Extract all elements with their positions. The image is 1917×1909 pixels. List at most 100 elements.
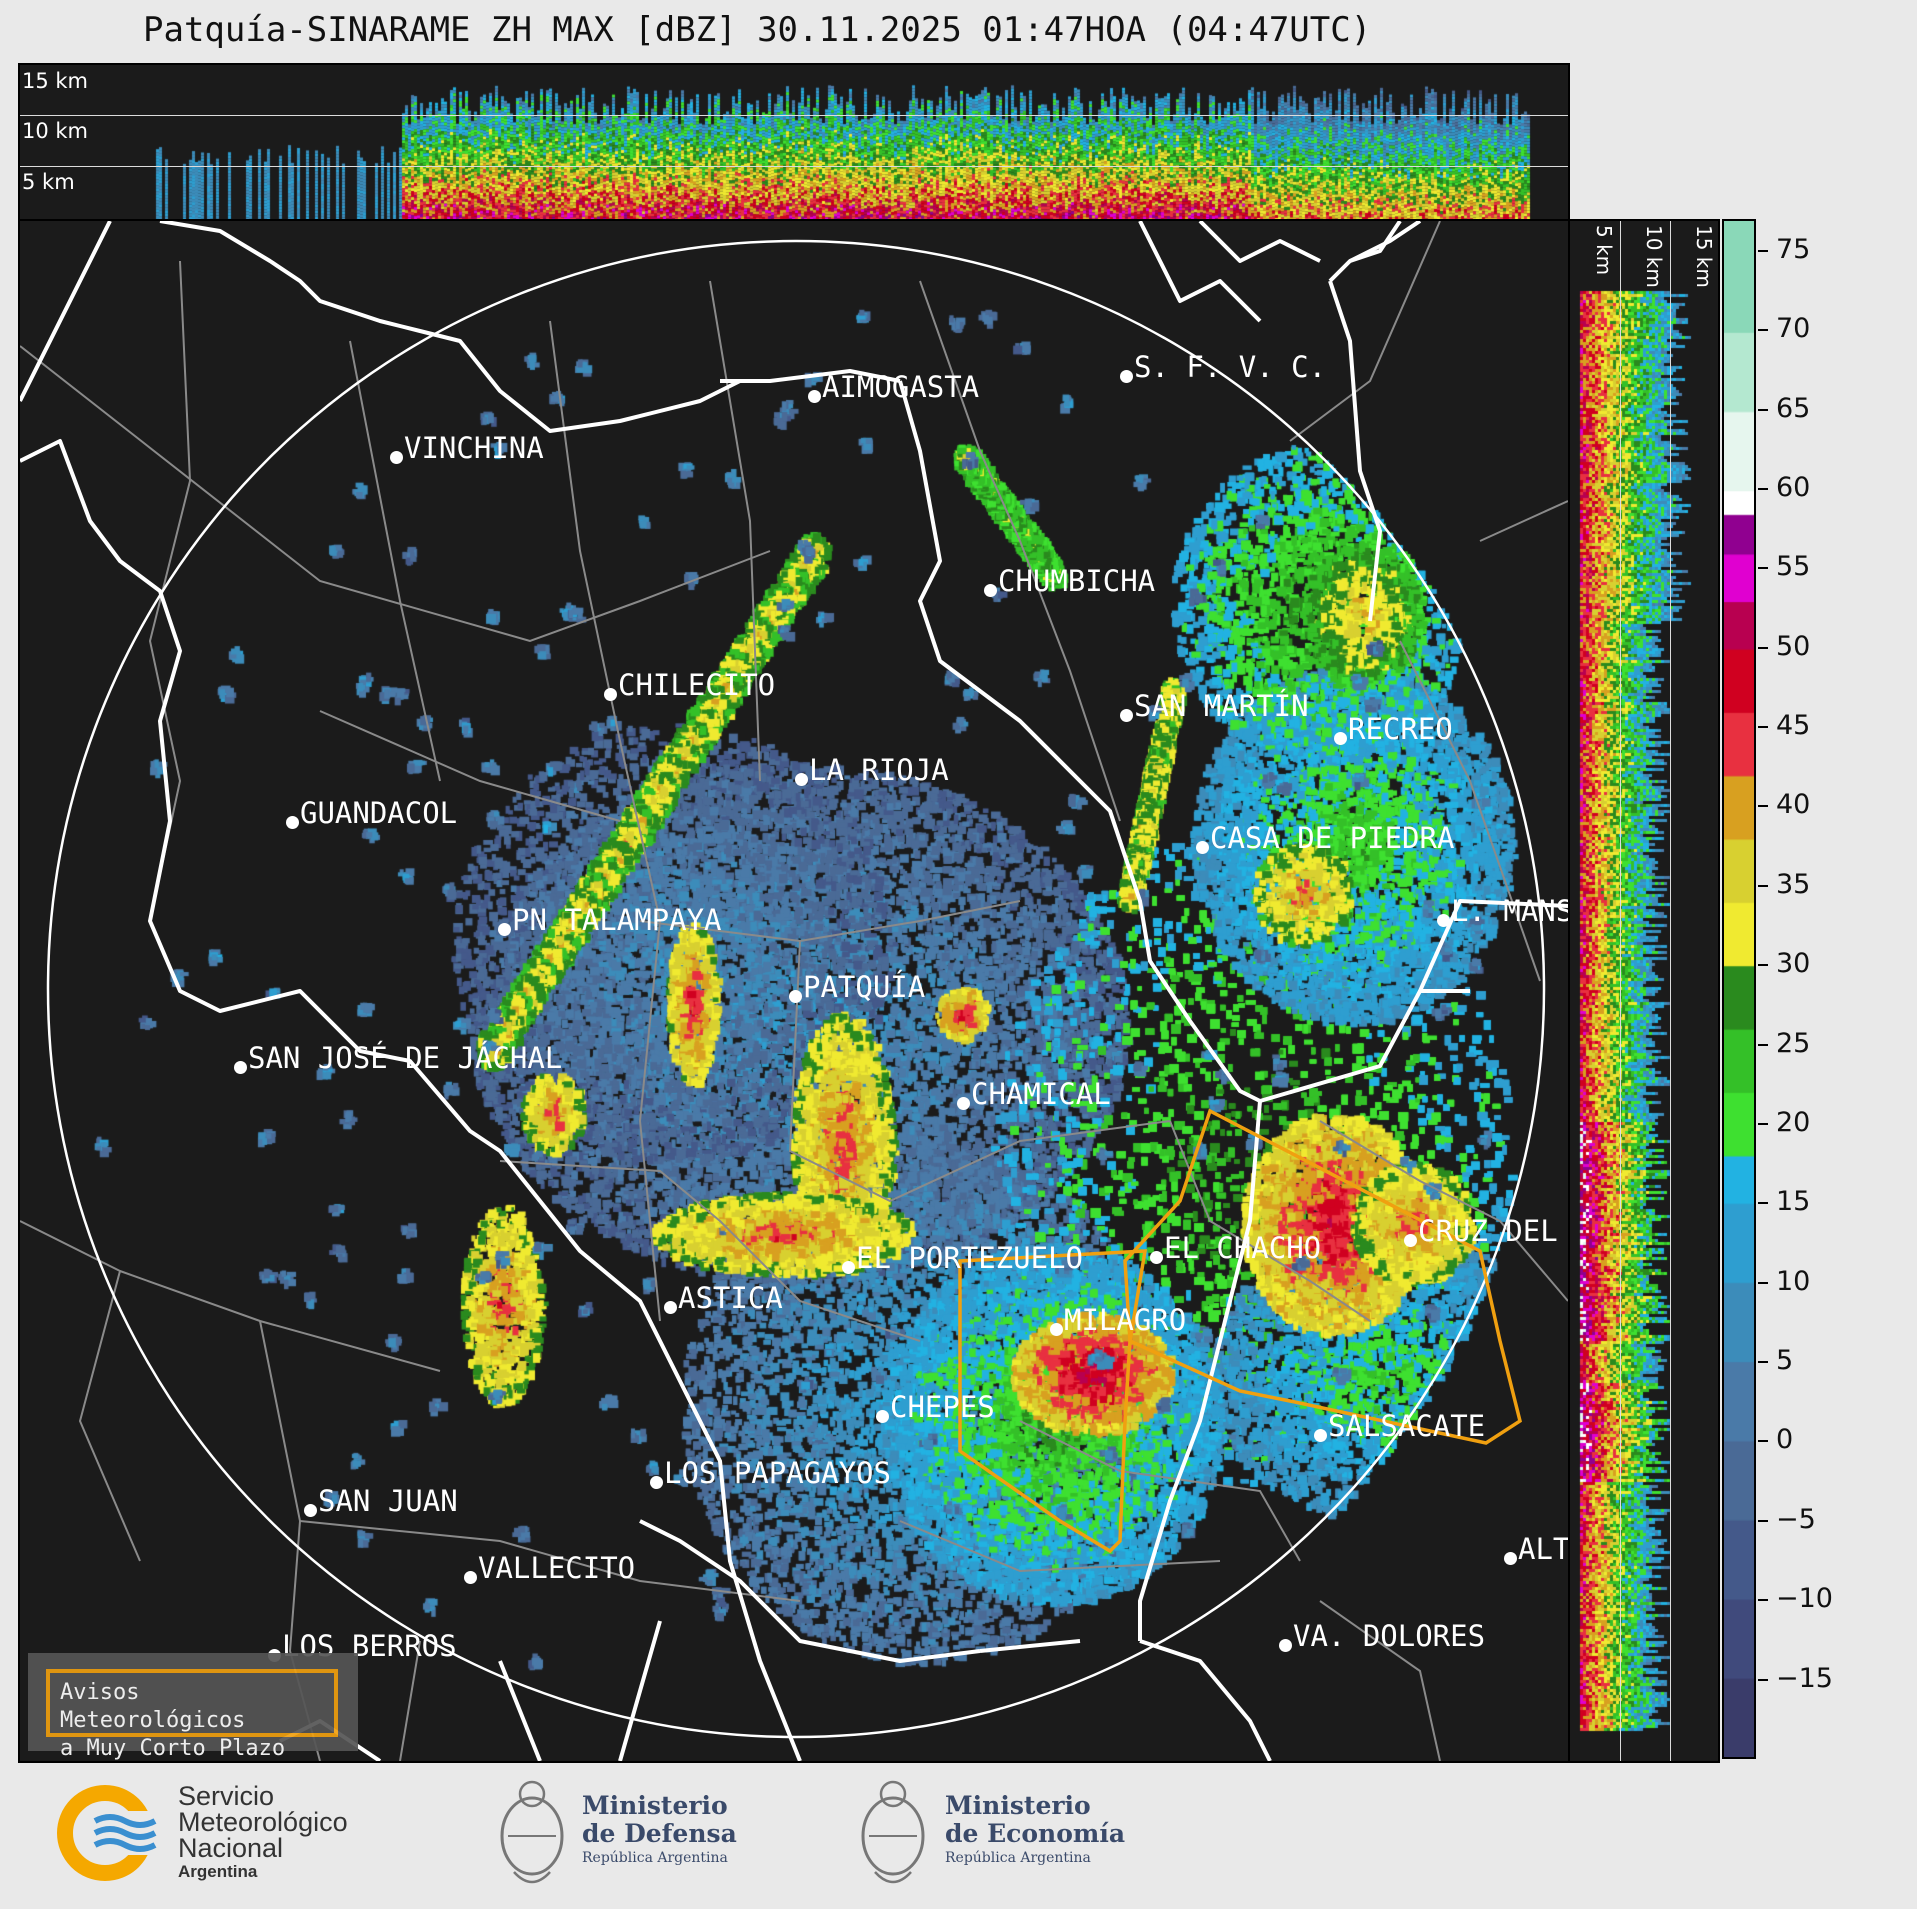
colorbar-tick-mark <box>1758 1202 1768 1205</box>
colorbar-tick-mark <box>1758 1043 1768 1046</box>
colorbar-tick-mark <box>1758 726 1768 729</box>
defensa-line-3: República Argentina <box>582 1850 728 1866</box>
colorbar-tick-label: 30 <box>1776 948 1811 980</box>
city-label: CHILECITO <box>618 668 776 702</box>
city-label: SAN JOSÉ DE JÁCHAL <box>248 1041 563 1075</box>
city-marker <box>1120 709 1133 722</box>
altitude-line-5km <box>20 166 1568 167</box>
colorbar-tick-mark <box>1758 249 1768 252</box>
colorbar-tick-label: −15 <box>1776 1662 1833 1694</box>
city-label: VA. DOLORES <box>1293 1619 1486 1653</box>
city-label: CHUMBICHA <box>998 564 1156 598</box>
city-label: S. F. V. C. <box>1134 350 1327 384</box>
city-label: RECREO <box>1348 712 1453 746</box>
smn-line-2: Meteorológico <box>178 1807 348 1837</box>
smn-line-3: Nacional <box>178 1833 284 1863</box>
legend-line-2: a Muy Corto Plazo <box>60 1736 286 1761</box>
smn-logo: Servicio Meteorológico Nacional Argentin… <box>55 1783 385 1883</box>
city-marker <box>604 688 617 701</box>
city-marker <box>1504 1552 1517 1565</box>
colorbar-tick-label: −5 <box>1776 1503 1816 1535</box>
colorbar-tick-mark <box>1758 1122 1768 1125</box>
altitude-label: 10 km <box>1642 225 1666 288</box>
map-overlay <box>20 221 1568 1761</box>
city-label: CHEPES <box>890 1390 995 1424</box>
colorbar-tick-mark <box>1758 408 1768 411</box>
city-marker <box>1120 370 1133 383</box>
ministerio-defensa-logo: Ministerio de Defensa República Argentin… <box>494 1772 754 1902</box>
national-coat-of-arms-icon <box>500 1780 564 1884</box>
colorbar-tick-label: 5 <box>1776 1345 1794 1377</box>
colorbar-tick-label: 45 <box>1776 710 1811 742</box>
colorbar-tick-label: 40 <box>1776 789 1811 821</box>
colorbar-tick-label: 50 <box>1776 630 1811 662</box>
altitude-label: 5 km <box>1592 225 1616 276</box>
economia-line-1: Ministerio <box>945 1791 1091 1820</box>
city-marker <box>1314 1429 1327 1442</box>
city-marker <box>1279 1639 1292 1652</box>
colorbar-tick-mark <box>1758 1519 1768 1522</box>
colorbar-tick-label: 35 <box>1776 868 1811 900</box>
colorbar-tick-mark <box>1758 1678 1768 1681</box>
legend-line-1: Avisos Meteorológicos <box>60 1680 246 1733</box>
colorbar-tick-label: 15 <box>1776 1186 1811 1218</box>
city-label: LOS PAPAGAYOS <box>664 1456 891 1490</box>
city-label: SALSACATE <box>1328 1409 1486 1443</box>
city-label: SAN JUAN <box>318 1484 458 1518</box>
altitude-line-5km <box>1620 221 1621 1761</box>
warning-polygons <box>958 1108 1523 1554</box>
province-borders <box>20 221 1568 1761</box>
colorbar-tick-mark <box>1758 1361 1768 1364</box>
radar-range-ring <box>46 239 1546 1739</box>
city-label: VINCHINA <box>404 431 544 465</box>
colorbar-tick-label: 55 <box>1776 551 1811 583</box>
colorbar-tick-label: 60 <box>1776 471 1811 503</box>
side-cross-section-echoes <box>1570 221 1718 1761</box>
colorbar-tick-label: 25 <box>1776 1027 1811 1059</box>
city-label: PATQUÍA <box>803 970 926 1004</box>
city-marker <box>1437 914 1450 927</box>
altitude-label: 10 km <box>22 119 89 143</box>
colorbar-tick-mark <box>1758 1599 1768 1602</box>
national-coat-of-arms-icon <box>861 1780 925 1884</box>
colorbar-tick-label: 20 <box>1776 1106 1811 1138</box>
top-cross-section: 15 km 10 km 5 km <box>18 63 1570 221</box>
economia-line-2: de Economía <box>945 1819 1126 1848</box>
defensa-line-1: Ministerio <box>582 1791 728 1820</box>
colorbar-tick-mark <box>1758 329 1768 332</box>
colorbar-tick-mark <box>1758 567 1768 570</box>
city-marker <box>789 990 802 1003</box>
city-marker <box>464 1571 477 1584</box>
altitude-label: 15 km <box>22 69 89 93</box>
altitude-line-10km <box>20 115 1568 116</box>
altitude-label: 15 km <box>1692 225 1716 288</box>
city-label: EL CHACHO <box>1164 1231 1322 1265</box>
smn-line-1: Servicio <box>178 1781 275 1811</box>
city-label: LA RIOJA <box>809 753 949 787</box>
dbz-colorbar <box>1722 219 1756 1759</box>
smn-emblem-icon <box>57 1785 165 1881</box>
colorbar-tick-mark <box>1758 1440 1768 1443</box>
colorbar-tick-mark <box>1758 805 1768 808</box>
city-marker <box>984 584 997 597</box>
radar-map[interactable]: AIMOGASTA S. F. V. C. VINCHINA CHUMBICHA CHI… <box>18 219 1570 1763</box>
city-label: VALLECITO <box>478 1551 636 1585</box>
city-marker <box>808 390 821 403</box>
city-label: CASA DE PIEDRA <box>1210 821 1455 855</box>
side-cross-section: 5 km 10 km 15 km <box>1568 219 1720 1763</box>
defensa-line-2: de Defensa <box>582 1819 737 1848</box>
legend-warning-box: Avisos Meteorológicos a Muy Corto Plazo <box>46 1669 338 1761</box>
radar-title: Patquía-SINARAME ZH MAX [dBZ] 30.11.2025… <box>143 10 1372 50</box>
city-marker <box>1050 1323 1063 1336</box>
altitude-label: 5 km <box>22 170 75 194</box>
colorbar-tick-mark <box>1758 487 1768 490</box>
city-marker <box>304 1504 317 1517</box>
city-label: ALT <box>1518 1532 1570 1566</box>
city-marker <box>390 451 403 464</box>
city-label: ASTICA <box>678 1281 783 1315</box>
legend: Avisos Meteorológicos a Muy Corto Plazo <box>28 1653 358 1761</box>
city-marker <box>664 1301 677 1314</box>
colorbar-tick-label: −10 <box>1776 1583 1833 1615</box>
colorbar-tick-label: 10 <box>1776 1265 1811 1297</box>
city-marker <box>286 816 299 829</box>
